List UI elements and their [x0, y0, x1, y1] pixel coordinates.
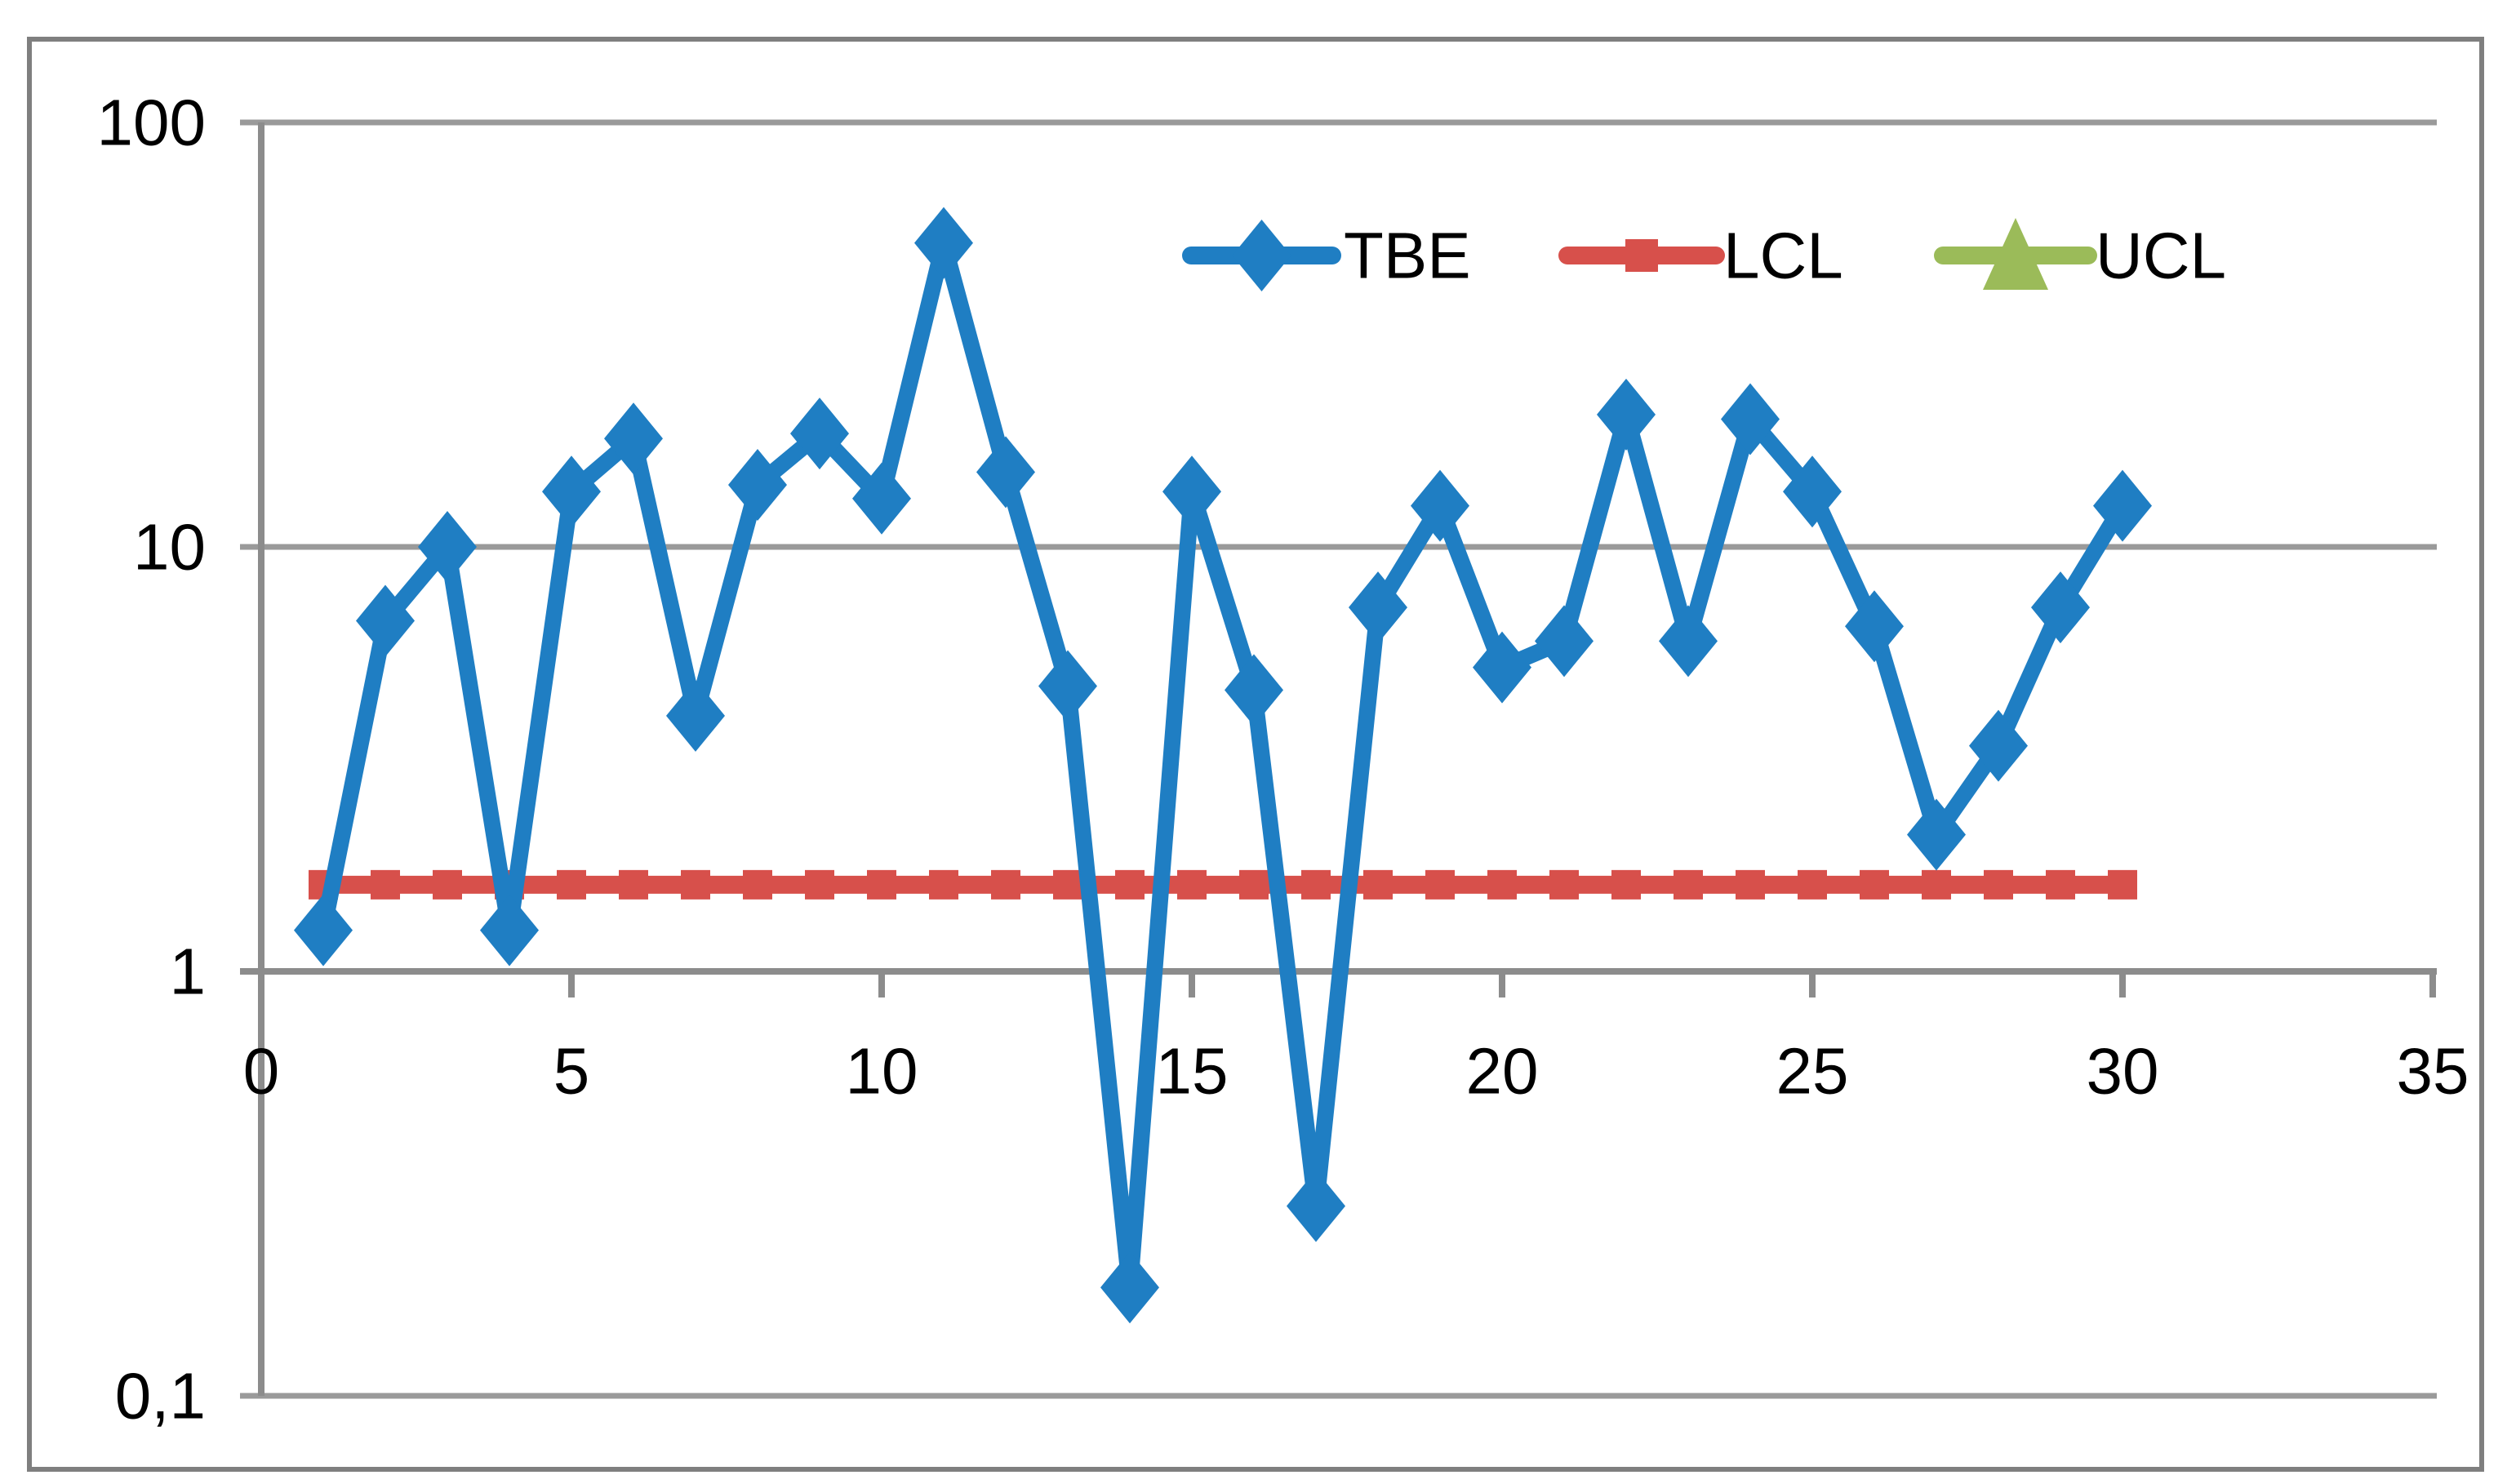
x-tick-label-30: 30 [2087, 1035, 2159, 1108]
x-tick-label-15: 15 [1156, 1035, 1229, 1108]
lcl-marker-5[interactable] [557, 869, 586, 900]
lcl-marker-14[interactable] [1115, 869, 1145, 900]
tbe-marker-18[interactable] [1349, 571, 1407, 644]
lcl-series[interactable] [309, 869, 2137, 900]
y-tick-label-10: 10 [133, 511, 206, 584]
tbe-marker-4[interactable] [480, 894, 539, 966]
tbe-line[interactable] [315, 241, 2131, 1289]
lcl-marker-22[interactable] [1611, 869, 1641, 900]
lcl-marker-2[interactable] [371, 869, 400, 900]
legend-item-lcl[interactable]: LCL [1558, 220, 1843, 292]
chart-border [27, 37, 2484, 1472]
lcl-marker-11[interactable] [929, 869, 958, 900]
tbe-marker-21[interactable] [1535, 605, 1594, 678]
tbe-marker-3[interactable] [418, 511, 477, 583]
tbe-marker-24[interactable] [1721, 383, 1780, 455]
tbe-marker-15[interactable] [1162, 455, 1221, 528]
lcl-marker-10[interactable] [867, 869, 896, 900]
lcl-marker-29[interactable] [2046, 869, 2075, 900]
diamond-icon [1232, 220, 1291, 291]
tbe-marker-22[interactable] [1597, 378, 1656, 451]
lcl-marker-9[interactable] [805, 869, 834, 900]
tbe-marker-2[interactable] [356, 584, 415, 657]
legend-label-lcl: LCL [1723, 220, 1843, 292]
lcl-marker-21[interactable] [1549, 869, 1579, 900]
tbe-marker-11[interactable] [914, 207, 973, 279]
tbe-marker-26[interactable] [1845, 590, 1904, 663]
x-tick-label-0: 0 [243, 1035, 280, 1108]
y-tick-label-100: 100 [97, 87, 206, 159]
tbe-marker-20[interactable] [1473, 631, 1531, 704]
x-tick-label-35: 35 [2397, 1035, 2469, 1108]
tbe-marker-5[interactable] [542, 455, 601, 528]
triangle-icon [1983, 218, 2048, 290]
tbe-series[interactable] [294, 207, 2152, 1324]
lcl-marker-3[interactable] [433, 869, 462, 900]
lcl-marker-16[interactable] [1239, 869, 1269, 900]
lcl-marker-27[interactable] [1922, 869, 1951, 900]
lcl-marker-19[interactable] [1425, 869, 1455, 900]
x-tick-label-20: 20 [1466, 1035, 1539, 1108]
legend-item-ucl[interactable]: UCL [1934, 218, 2226, 292]
tbe-marker-6[interactable] [604, 402, 663, 475]
lcl-marker-6[interactable] [619, 869, 648, 900]
legend: TBE LCL UCL [1182, 218, 2226, 292]
tbe-marker-7[interactable] [666, 679, 725, 752]
square-icon [1625, 239, 1658, 272]
y-tick-label-0_1: 0,1 [115, 1360, 206, 1433]
tbe-marker-27[interactable] [1907, 798, 1966, 871]
tbe-marker-12[interactable] [976, 436, 1035, 509]
tbe-marker-16[interactable] [1225, 654, 1283, 726]
tbe-marker-9[interactable] [790, 398, 849, 470]
lcl-marker-24[interactable] [1736, 869, 1765, 900]
lcl-marker-12[interactable] [991, 869, 1020, 900]
tbe-marker-25[interactable] [1783, 455, 1842, 528]
tbe-marker-8[interactable] [728, 449, 787, 522]
legend-item-tbe[interactable]: TBE [1182, 220, 1471, 292]
tbe-marker-10[interactable] [852, 462, 911, 535]
lcl-marker-25[interactable] [1798, 869, 1827, 900]
lcl-marker-26[interactable] [1860, 869, 1889, 900]
tbe-marker-17[interactable] [1287, 1170, 1345, 1242]
lcl-marker-13[interactable] [1053, 869, 1082, 900]
x-tick-label-5: 5 [553, 1035, 590, 1108]
y-tick-label-1: 1 [170, 935, 207, 1008]
lcl-marker-28[interactable] [1984, 869, 2013, 900]
lcl-marker-8[interactable] [743, 869, 772, 900]
lcl-marker-30[interactable] [2108, 869, 2137, 900]
tbe-marker-23[interactable] [1659, 605, 1718, 678]
tbe-marker-13[interactable] [1038, 650, 1097, 722]
tbe-marker-14[interactable] [1100, 1251, 1159, 1324]
tbe-marker-28[interactable] [1969, 709, 2028, 782]
tbe-marker-29[interactable] [2031, 571, 2090, 644]
x-tick-label-10: 10 [846, 1035, 918, 1108]
lcl-marker-17[interactable] [1301, 869, 1331, 900]
x-tick-label-25: 25 [1776, 1035, 1849, 1108]
legend-label-tbe: TBE [1344, 220, 1471, 292]
tbe-marker-30[interactable] [2093, 469, 2152, 542]
tbe-marker-1[interactable] [294, 894, 353, 966]
lcl-marker-20[interactable] [1487, 869, 1517, 900]
lcl-marker-7[interactable] [681, 869, 710, 900]
lcl-marker-18[interactable] [1363, 869, 1393, 900]
lcl-marker-23[interactable] [1674, 869, 1703, 900]
tbe-marker-19[interactable] [1411, 469, 1469, 542]
legend-label-ucl: UCL [2096, 220, 2226, 292]
lcl-marker-15[interactable] [1177, 869, 1207, 900]
